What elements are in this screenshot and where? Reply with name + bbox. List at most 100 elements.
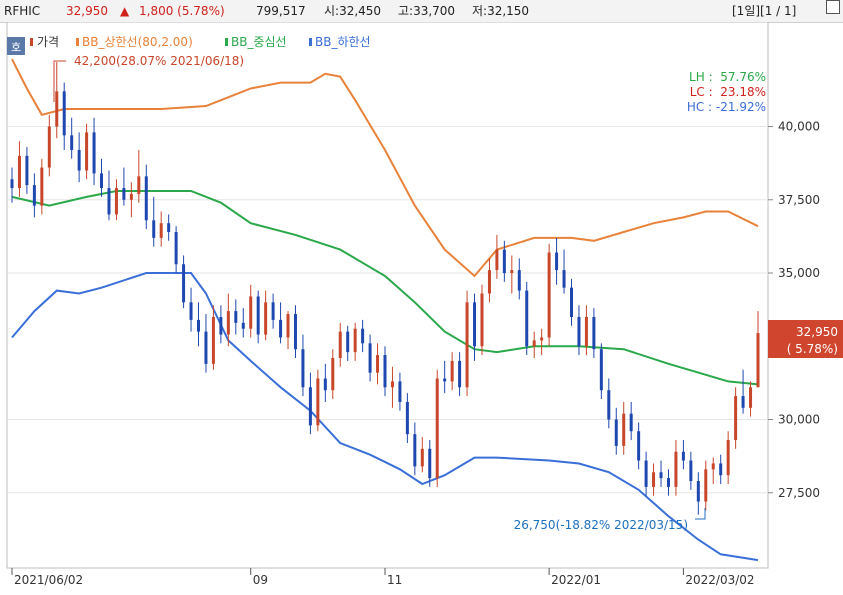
candle-body: [517, 270, 521, 291]
stat-hc: HC : -21.92%: [687, 100, 766, 114]
candle-body: [234, 311, 238, 323]
candle-body: [502, 249, 506, 274]
candle-body: [674, 451, 678, 487]
stat-lc: LC : 23.18%: [690, 85, 766, 99]
candle-body: [719, 463, 723, 476]
candle-body: [450, 360, 454, 382]
candle-body: [129, 193, 133, 200]
candle-body: [711, 463, 715, 470]
candle-body: [346, 331, 350, 353]
candle-body: [495, 249, 499, 271]
candle-body: [599, 349, 603, 391]
candle-body: [562, 270, 566, 288]
candle-body: [114, 188, 118, 215]
candle-body: [570, 287, 573, 317]
up-arrow-icon: ▲: [120, 4, 130, 18]
candle-body: [122, 188, 126, 200]
candle-body: [167, 223, 171, 233]
candle-body: [749, 387, 753, 408]
x-tick-label: 2022/01: [551, 573, 601, 587]
candle-body: [405, 401, 409, 435]
candle-body: [458, 360, 462, 388]
candle-body: [204, 331, 208, 364]
candle-body: [264, 302, 268, 335]
candle-body: [614, 419, 618, 446]
candle-body: [159, 223, 163, 238]
candle-body: [480, 293, 484, 347]
legend-badge[interactable]: [7, 37, 25, 55]
legend-swatch-price: [30, 38, 33, 46]
candle-body: [70, 135, 74, 150]
candle-body: [226, 311, 230, 335]
candle-body: [666, 478, 670, 487]
candle-body: [323, 378, 327, 391]
candle-body: [376, 355, 380, 373]
stat-lh: LH : 57.76%: [689, 70, 766, 84]
candle-body: [316, 378, 320, 426]
candle-body: [726, 440, 730, 476]
candle-body: [540, 337, 544, 341]
candle-body: [465, 302, 469, 388]
candle-body: [271, 302, 275, 320]
candle-body: [40, 167, 44, 206]
x-tick-label: 2022/03/02: [685, 573, 754, 587]
candle-body: [25, 155, 29, 186]
candle-body: [487, 270, 491, 294]
candle-body: [338, 331, 342, 358]
candle-body: [174, 232, 178, 265]
candle-body: [368, 343, 372, 373]
candle-body: [10, 179, 14, 189]
candle-body: [741, 396, 745, 408]
candle-body: [510, 270, 514, 274]
open-price: 시:32,450: [324, 4, 382, 18]
current-price: 32,950: [66, 4, 108, 18]
candle-body: [398, 381, 402, 402]
current-price-tag-pct: ( 5.78%): [787, 342, 838, 356]
candle-body: [279, 319, 283, 338]
min-marker-line: [695, 508, 706, 520]
candle-body: [301, 349, 305, 388]
candle-body: [32, 185, 36, 206]
candle-body: [652, 472, 656, 487]
candle-body: [197, 319, 200, 332]
candle-body: [92, 132, 96, 174]
candle-body: [152, 220, 156, 238]
window-toggle-button[interactable]: [826, 0, 840, 14]
candle-body: [107, 188, 111, 215]
candle-body: [55, 91, 59, 127]
max-marker-line: [53, 60, 66, 102]
current-price-tag: [768, 320, 843, 358]
price-change: 1,800 (5.78%): [139, 4, 225, 18]
legend-lower: BB_하한선: [315, 35, 371, 49]
candle-body: [256, 296, 260, 335]
y-axis: 40,000 37,500 35,000 30,000 27,500: [768, 120, 820, 500]
period-indicator[interactable]: [1일][1 / 1]: [732, 4, 797, 18]
plot-area: [6, 22, 769, 569]
candle-body: [62, 91, 66, 136]
candle-body: [547, 252, 551, 338]
candle-body: [704, 469, 708, 502]
candle-body: [182, 264, 186, 303]
ticker: RFHIC: [4, 4, 41, 18]
y-tick-label: 27,500: [778, 486, 820, 500]
candle-body: [592, 316, 596, 350]
legend-badge-label: 호: [11, 41, 21, 54]
candle-body: [443, 378, 447, 382]
y-tick-label: 35,000: [778, 266, 820, 280]
legend-swatch-lower: [309, 38, 312, 46]
candle-body: [607, 390, 611, 420]
current-price-tag-value: 32,950: [796, 325, 838, 339]
legend-swatch-upper: [76, 38, 79, 46]
x-tick-label: 09: [253, 573, 268, 587]
candle-body: [219, 316, 223, 335]
candle-body: [413, 434, 417, 467]
candle-body: [77, 149, 81, 171]
volume: 799,517: [256, 4, 306, 18]
candle-body: [681, 451, 685, 461]
candle-body: [144, 176, 148, 221]
low-price: 저:32,150: [472, 4, 530, 18]
x-tick-label: 11: [387, 573, 402, 587]
high-price: 고:33,700: [398, 4, 456, 18]
bollinger-bands: [11, 58, 759, 562]
candle-body: [293, 314, 297, 350]
